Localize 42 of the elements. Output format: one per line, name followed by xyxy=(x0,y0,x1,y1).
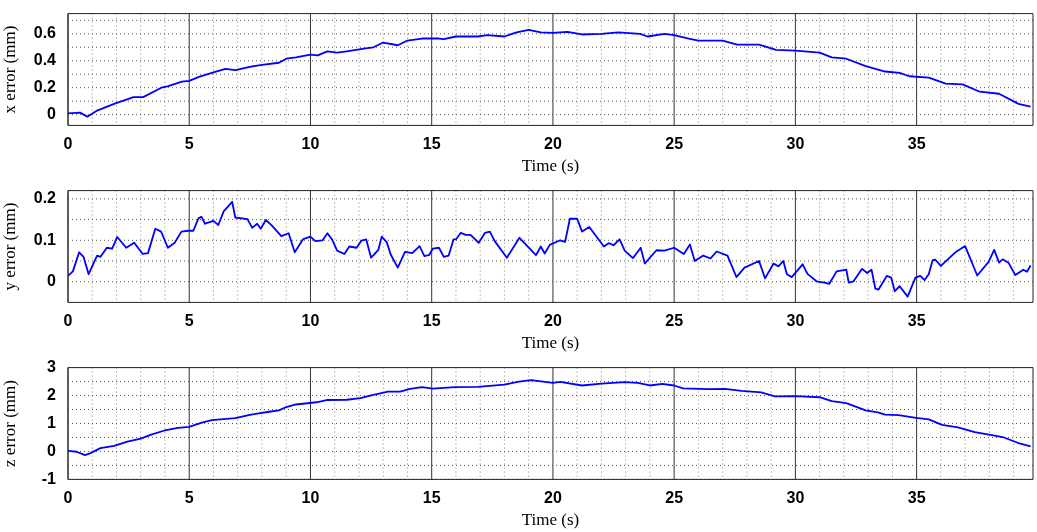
y-tick-label: 3 xyxy=(47,358,57,376)
y-tick-label: -1 xyxy=(41,469,57,487)
y-tick-label: 2 xyxy=(47,385,57,403)
x-tick-label: 10 xyxy=(301,312,320,330)
x-tick-label: 35 xyxy=(907,312,926,330)
x-tick-label: 5 xyxy=(184,312,194,330)
y-tick-label: 0 xyxy=(47,441,57,459)
y-axis-title: x error (mm) xyxy=(0,25,19,114)
y-tick-label: 0.2 xyxy=(33,78,57,96)
x-tick-label: 30 xyxy=(786,489,805,507)
x-axis-title: Time (s) xyxy=(521,156,580,176)
x-tick-label: 0 xyxy=(63,135,73,153)
x-tick-label: 5 xyxy=(184,489,194,507)
x-axis-title: Time (s) xyxy=(521,510,580,530)
y-tick-label: 1 xyxy=(47,413,57,431)
y-tick-label: 0.1 xyxy=(33,230,57,248)
y-tick-label: 0 xyxy=(47,105,57,123)
y-tick-label: 0.4 xyxy=(33,51,57,69)
x-tick-label: 15 xyxy=(422,135,441,153)
x-tick-label: 25 xyxy=(665,312,684,330)
x-axis-title: Time (s) xyxy=(521,333,580,353)
y-tick-label: 0.6 xyxy=(33,24,57,42)
x-tick-label: 20 xyxy=(544,489,562,507)
x-tick-label: 5 xyxy=(184,135,194,153)
x-tick-label: 35 xyxy=(907,489,926,507)
x-tick-label: 35 xyxy=(907,135,926,153)
y-axis-title: z error (mm) xyxy=(0,380,19,467)
x-tick-label: 25 xyxy=(665,135,684,153)
x-tick-label: 30 xyxy=(786,135,805,153)
x-tick-label: 0 xyxy=(63,489,73,507)
x-tick-label: 25 xyxy=(665,489,684,507)
x-tick-label: 0 xyxy=(63,312,73,330)
x-tick-label: 10 xyxy=(301,489,320,507)
x-tick-label: 30 xyxy=(786,312,805,330)
x-tick-label: 20 xyxy=(544,312,562,330)
y-tick-label: 0 xyxy=(47,272,57,290)
y-axis-title: y error (mm) xyxy=(0,202,19,291)
y-tick-label: 0.2 xyxy=(33,189,57,207)
x-tick-label: 10 xyxy=(301,135,320,153)
x-tick-label: 20 xyxy=(544,135,562,153)
x-tick-label: 15 xyxy=(422,489,441,507)
x-tick-label: 15 xyxy=(422,312,441,330)
